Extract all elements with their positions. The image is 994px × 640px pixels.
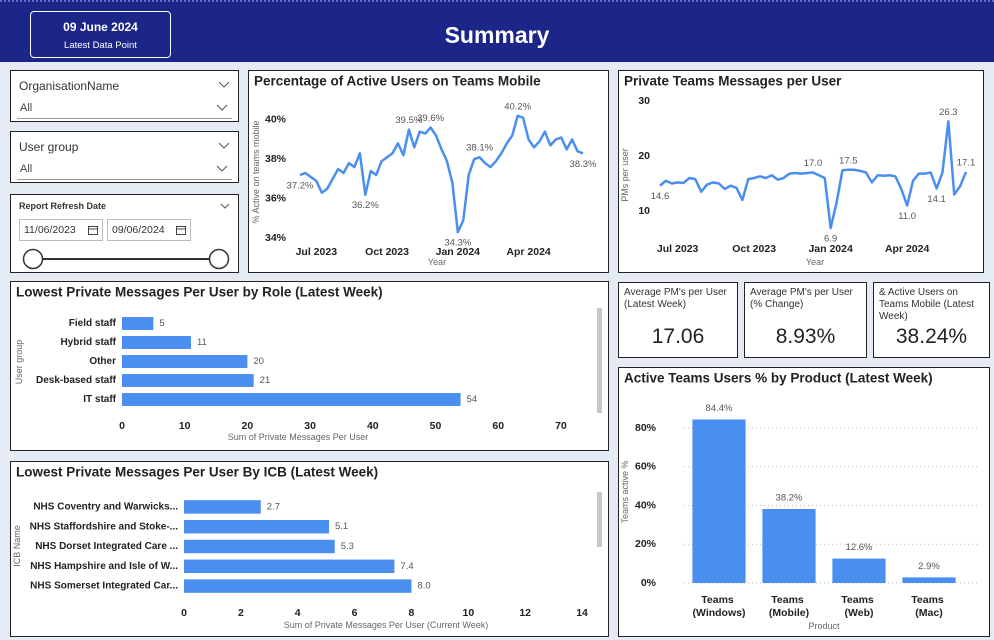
page-title: Summary (444, 22, 550, 48)
dropdown-value: All (20, 163, 33, 175)
chevron[interactable] (218, 142, 230, 150)
latest-date-caption: Latest Data Point (64, 40, 137, 51)
chevron[interactable] (218, 81, 230, 89)
card-value: 8.93% (775, 325, 836, 348)
chevron[interactable] (220, 203, 230, 210)
date-end: 09/06/2024 (112, 224, 165, 236)
card-value: 17.06 (651, 325, 705, 348)
dropdown[interactable]: All (17, 99, 232, 119)
chart-panel (10, 461, 609, 637)
chart-panel (248, 70, 609, 273)
card-value: 38.24% (895, 325, 968, 348)
calendar-icon (176, 226, 186, 235)
date-start: 11/06/2023 (24, 224, 76, 236)
calendar-icon (88, 226, 98, 235)
date-input[interactable]: 09/06/2024 (107, 219, 191, 241)
chart-panel (618, 367, 990, 637)
date-filter-panel: Report Refresh Date 11/06/2023 09/06/202… (10, 194, 239, 273)
dropdown[interactable]: All (17, 160, 232, 180)
kpi-card: Average PM's per User (Latest Week) 17.0… (618, 282, 738, 358)
card-label: Average PM's per User (% Change) (750, 287, 853, 310)
chevron (216, 165, 228, 172)
card-label: & Active Users on Teams Mobile (Latest W… (879, 287, 975, 322)
date-filter-label: Report Refresh Date (19, 201, 107, 211)
filter-label: OrganisationName (19, 79, 120, 93)
date-slider[interactable] (11, 247, 237, 271)
card-label: Average PM's per User (Latest Week) (624, 287, 727, 310)
kpi-card: Average PM's per User (% Change) 8.93% (744, 282, 867, 358)
latest-date-box: 09 June 2024 Latest Data Point (30, 11, 171, 58)
chart-panel (618, 70, 984, 273)
date-input[interactable]: 11/06/2023 (19, 219, 103, 241)
chevron (216, 104, 228, 111)
kpi-card: & Active Users on Teams Mobile (Latest W… (873, 282, 990, 358)
filter-panel: User group All (10, 131, 239, 183)
filter-panel: OrganisationName All (10, 70, 239, 122)
chart-panel (10, 281, 609, 451)
filter-label: User group (19, 140, 79, 154)
dropdown-value: All (20, 102, 33, 114)
latest-date: 09 June 2024 (63, 20, 138, 34)
header: 09 June 2024 Latest Data Point Summary (0, 0, 994, 62)
